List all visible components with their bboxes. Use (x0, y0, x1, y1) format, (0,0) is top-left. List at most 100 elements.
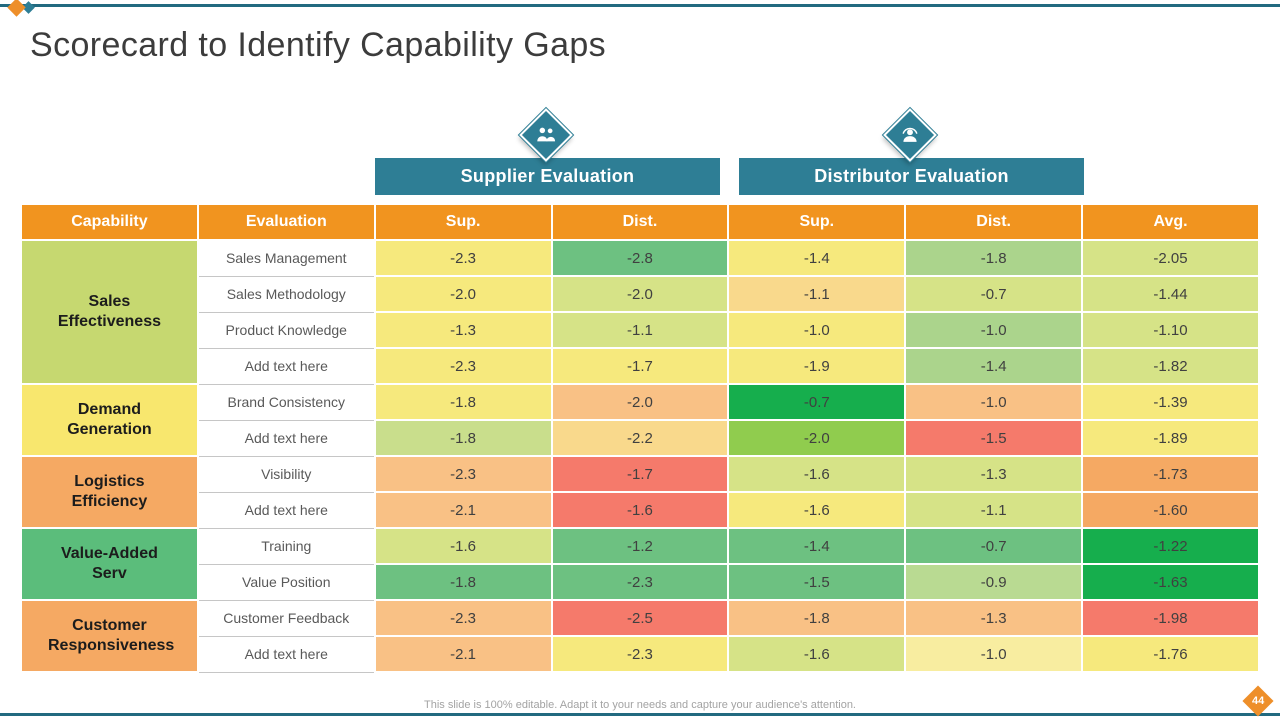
page-title: Scorecard to Identify Capability Gaps (30, 26, 607, 64)
score-cell: -1.8 (373, 563, 553, 601)
header-avg: Avg. (1081, 203, 1260, 241)
supplier-evaluation-banner: Supplier Evaluation (375, 158, 720, 195)
score-cell: -1.6 (727, 635, 907, 673)
score-cell: -1.9 (727, 347, 907, 385)
score-cell: -2.3 (550, 635, 730, 673)
score-cell: -2.0 (550, 383, 730, 421)
capability-cell: Value-Added Serv (20, 527, 199, 601)
table-row: Add text here -2.3 -1.7 -1.9 -1.4 -1.82 (21, 347, 1260, 385)
table-row: Add text here -2.1 -1.6 -1.6 -1.1 -1.60 (21, 491, 1260, 529)
header-capability: Capability (20, 203, 199, 241)
scorecard-table-body: Sales Effectiveness Sales Management -2.3-… (20, 239, 1260, 673)
evaluation-cell: Brand Consistency (197, 383, 376, 421)
score-cell: -1.98 (1081, 599, 1260, 637)
score-cell: -1.4 (904, 347, 1084, 385)
score-cell: -2.3 (550, 563, 730, 601)
table-row: Demand Generation Brand Consistency -1.8 -2… (20, 383, 1260, 457)
score-cell: -2.8 (550, 239, 730, 277)
evaluation-cell: Add text here (197, 635, 376, 673)
header-distributor-sup: Sup. (727, 203, 907, 241)
score-cell: -1.4 (727, 527, 907, 565)
score-cell: -1.76 (1081, 635, 1260, 673)
distributor-evaluation-banner: Distributor Evaluation (739, 158, 1084, 195)
distributor-person-icon (899, 124, 921, 146)
score-cell: -2.3 (373, 599, 553, 637)
score-cell: -1.39 (1081, 383, 1260, 421)
score-cell: -2.0 (727, 419, 907, 457)
score-cell: -1.1 (550, 311, 730, 349)
score-cell: -1.7 (550, 455, 730, 493)
score-cell: -1.2 (550, 527, 730, 565)
score-cell: -2.0 (373, 275, 553, 313)
table-row: Sales Effectiveness Sales Management -2.3-… (20, 239, 1260, 385)
evaluation-cell: Add text here (197, 347, 376, 385)
evaluation-cell: Training (197, 527, 376, 565)
score-cell: -2.3 (373, 347, 553, 385)
evaluation-cell: Visibility (197, 455, 376, 493)
partnership-people-icon (535, 124, 557, 146)
score-cell: -1.73 (1081, 455, 1260, 493)
header-supplier-sup: Sup. (373, 203, 553, 241)
score-cell: -1.0 (727, 311, 907, 349)
page-number: 44 (1251, 695, 1265, 707)
header-supplier-dist: Dist. (550, 203, 730, 241)
score-cell: -1.3 (904, 599, 1084, 637)
score-cell: -2.0 (550, 275, 730, 313)
table-row: Value Position -1.8 -2.3 -1.5 -0.9 -1.63 (21, 563, 1260, 601)
capability-cell: Sales Effectiveness (20, 239, 199, 385)
evaluation-cell: Sales Management (197, 239, 376, 277)
score-cell: -1.6 (373, 527, 553, 565)
capability-cell: Demand Generation (20, 383, 199, 457)
scorecard-table-header: Capability Evaluation Sup. Dist. Sup. Di… (20, 203, 1260, 241)
capability-cell: Customer Responsiveness (20, 599, 199, 673)
score-cell: -1.6 (727, 491, 907, 529)
score-cell: -1.4 (727, 239, 907, 277)
header-distributor-dist: Dist. (904, 203, 1084, 241)
score-cell: -1.8 (373, 383, 553, 421)
score-cell: -2.5 (550, 599, 730, 637)
orange-diamond-decoration (7, 0, 26, 17)
table-row: Add text here -1.8 -2.2 -2.0 -1.5 -1.89 (21, 419, 1260, 457)
score-cell: -1.0 (904, 311, 1084, 349)
table-row: Logistics Efficiency Visibility -2.3 -1.7 -1… (20, 455, 1260, 529)
score-cell: -1.6 (550, 491, 730, 529)
table-row: Sales Methodology -2.0 -2.0 -1.1 -0.7 -1.44 (21, 275, 1260, 313)
table-row: Value-Added Serv Training -1.6 -1.2 -1.4 -0.7… (20, 527, 1260, 601)
evaluation-cell: Value Position (197, 563, 376, 601)
table-row: Add text here -2.1 -2.3 -1.6 -1.0 -1.76 (21, 635, 1260, 673)
score-cell: -1.60 (1081, 491, 1260, 529)
score-cell: -1.6 (727, 455, 907, 493)
evaluation-cell: Customer Feedback (197, 599, 376, 637)
score-cell: -1.1 (904, 491, 1084, 529)
supplier-evaluation-icon (519, 108, 573, 162)
score-cell: -1.63 (1081, 563, 1260, 601)
footer-note: This slide is 100% editable. Adapt it to… (424, 699, 856, 711)
top-accent-line (0, 4, 1280, 7)
score-cell: -0.7 (904, 527, 1084, 565)
evaluation-cell: Add text here (197, 419, 376, 457)
score-cell: -2.1 (373, 491, 553, 529)
score-cell: -2.05 (1081, 239, 1260, 277)
score-cell: -2.1 (373, 635, 553, 673)
score-cell: -1.22 (1081, 527, 1260, 565)
score-cell: -1.5 (904, 419, 1084, 457)
evaluation-cell: Add text here (197, 491, 376, 529)
score-cell: -1.44 (1081, 275, 1260, 313)
score-cell: -1.0 (904, 383, 1084, 421)
header-evaluation: Evaluation (196, 203, 376, 241)
capability-cell: Logistics Efficiency (20, 455, 199, 529)
score-cell: -1.8 (727, 599, 907, 637)
table-row: Customer Responsiveness Customer Feedback… (20, 599, 1260, 673)
score-cell: -1.5 (727, 563, 907, 601)
table-row: Product Knowledge -1.3 -1.1 -1.0 -1.0 -1.10 (21, 311, 1260, 349)
score-cell: -1.0 (904, 635, 1084, 673)
evaluation-cell: Product Knowledge (197, 311, 376, 349)
score-cell: -2.2 (550, 419, 730, 457)
page-number-badge: 44 (1242, 685, 1274, 717)
scorecard-table: Capability Evaluation Sup. Dist. Sup. Di… (20, 203, 1260, 673)
score-cell: -2.3 (373, 455, 553, 493)
bottom-accent-line (0, 713, 1280, 716)
score-cell: -0.7 (727, 383, 907, 421)
score-cell: -1.1 (727, 275, 907, 313)
